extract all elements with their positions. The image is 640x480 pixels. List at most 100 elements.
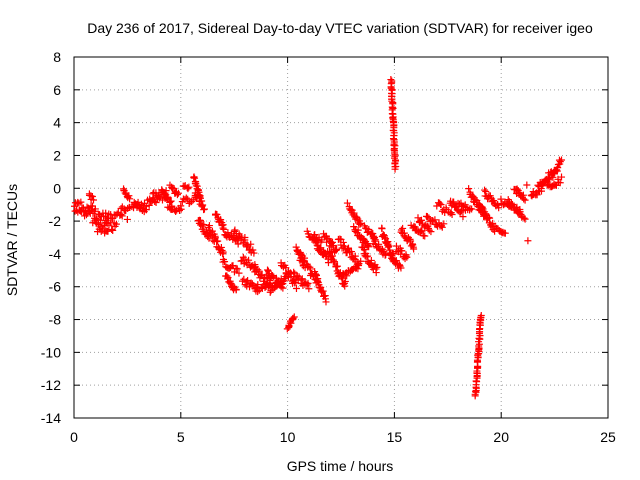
data-point bbox=[125, 192, 133, 200]
data-point bbox=[473, 196, 481, 204]
data-point bbox=[375, 240, 383, 248]
y-tick-label: 0 bbox=[53, 180, 61, 196]
data-point bbox=[269, 272, 277, 280]
data-point bbox=[497, 195, 505, 203]
data-point bbox=[371, 237, 379, 245]
data-point bbox=[188, 198, 196, 206]
data-point bbox=[495, 204, 503, 212]
x-tick-label: 5 bbox=[177, 429, 185, 445]
y-tick-label: 8 bbox=[53, 49, 61, 65]
data-point bbox=[360, 246, 368, 254]
data-point bbox=[219, 224, 227, 232]
y-tick-label: 4 bbox=[53, 115, 61, 131]
data-point bbox=[317, 244, 325, 252]
data-point bbox=[118, 212, 126, 220]
y-tick-label: -6 bbox=[49, 279, 62, 295]
data-point bbox=[501, 229, 509, 237]
data-point bbox=[318, 288, 326, 296]
data-point bbox=[77, 198, 85, 206]
data-point bbox=[372, 269, 380, 277]
data-point bbox=[153, 192, 161, 200]
data-point bbox=[176, 206, 184, 214]
plot-border bbox=[73, 56, 609, 419]
chart-title: Day 236 of 2017, Sidereal Day-to-day VTE… bbox=[87, 20, 593, 36]
data-point bbox=[109, 226, 117, 234]
data-point bbox=[365, 243, 373, 251]
data-point bbox=[292, 243, 300, 251]
data-point bbox=[329, 242, 337, 250]
data-point bbox=[465, 185, 473, 193]
data-point bbox=[524, 237, 532, 245]
data-point bbox=[389, 114, 397, 122]
data-point bbox=[417, 216, 425, 224]
data-point bbox=[219, 248, 227, 256]
data-point bbox=[533, 191, 541, 199]
data-point bbox=[217, 216, 225, 224]
data-point bbox=[234, 240, 242, 248]
data-point bbox=[467, 193, 475, 201]
data-point bbox=[380, 232, 388, 240]
x-tick-label: 10 bbox=[280, 429, 296, 445]
data-point bbox=[158, 187, 166, 195]
data-point bbox=[556, 179, 564, 187]
data-point bbox=[367, 256, 375, 264]
data-point bbox=[232, 286, 240, 294]
data-point bbox=[513, 185, 521, 193]
data-point bbox=[347, 248, 355, 256]
data-point bbox=[231, 226, 239, 234]
data-point bbox=[425, 226, 433, 234]
data-point bbox=[214, 237, 222, 245]
data-point bbox=[365, 225, 373, 233]
data-point bbox=[330, 258, 338, 266]
data-point bbox=[252, 287, 260, 295]
data-point bbox=[290, 313, 298, 321]
data-point bbox=[554, 164, 562, 172]
data-point bbox=[292, 285, 300, 293]
data-point bbox=[341, 270, 349, 278]
data-point bbox=[362, 253, 370, 261]
data-point bbox=[385, 242, 393, 250]
data-point bbox=[423, 223, 431, 231]
data-point bbox=[224, 229, 232, 237]
data-point bbox=[254, 266, 262, 274]
data-point bbox=[247, 240, 255, 248]
data-point bbox=[520, 214, 528, 222]
data-point bbox=[185, 183, 193, 191]
data-point bbox=[289, 314, 297, 322]
data-point bbox=[545, 174, 553, 182]
data-point bbox=[199, 201, 207, 209]
data-point bbox=[241, 255, 249, 263]
data-point bbox=[482, 187, 490, 195]
data-point bbox=[303, 281, 311, 289]
y-tick-label: -2 bbox=[49, 213, 62, 229]
data-point bbox=[200, 205, 208, 213]
data-point bbox=[341, 282, 349, 290]
data-point bbox=[521, 215, 529, 223]
data-point bbox=[317, 283, 325, 291]
data-point bbox=[507, 199, 515, 207]
data-point bbox=[244, 276, 252, 284]
data-point bbox=[224, 274, 232, 282]
data-point bbox=[88, 192, 96, 200]
data-point bbox=[378, 225, 386, 233]
y-axis-label: SDTVAR / TECUs bbox=[4, 184, 20, 296]
data-point bbox=[373, 263, 381, 271]
data-point bbox=[457, 208, 465, 216]
data-point bbox=[436, 199, 444, 207]
data-point bbox=[170, 184, 178, 192]
data-point bbox=[145, 201, 153, 209]
data-point bbox=[351, 252, 359, 260]
data-point bbox=[514, 209, 522, 217]
x-tick-label: 15 bbox=[387, 429, 403, 445]
data-point bbox=[357, 219, 365, 227]
data-point bbox=[162, 191, 170, 199]
x-tick-label: 0 bbox=[70, 429, 78, 445]
data-point bbox=[88, 206, 96, 214]
data-point bbox=[97, 216, 105, 224]
data-point bbox=[468, 205, 476, 213]
data-point bbox=[400, 229, 408, 237]
data-point bbox=[328, 238, 336, 246]
y-tick-label: -12 bbox=[41, 377, 61, 393]
data-point bbox=[196, 217, 204, 225]
